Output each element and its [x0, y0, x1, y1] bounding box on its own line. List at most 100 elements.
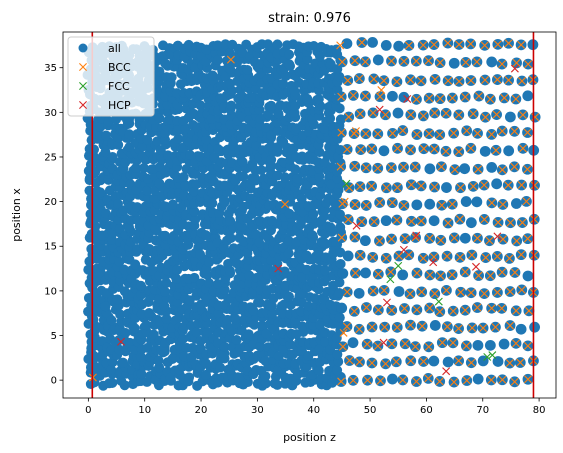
- point-bcc: [473, 303, 482, 312]
- point-all: [209, 152, 220, 163]
- point-bcc: [375, 198, 384, 207]
- point-all: [266, 100, 277, 111]
- point-all: [283, 236, 294, 247]
- point-bcc: [504, 76, 513, 85]
- point-all: [224, 265, 235, 276]
- point-bcc: [406, 356, 415, 365]
- series-fcc-layer: [342, 179, 497, 361]
- point-all: [334, 312, 345, 323]
- plot-frame: [62, 31, 557, 399]
- point-bcc: [411, 233, 420, 242]
- point-all: [522, 90, 534, 102]
- point-bcc: [380, 286, 389, 295]
- point-all: [332, 349, 343, 360]
- point-all: [283, 248, 294, 259]
- point-bcc: [517, 285, 526, 294]
- point-bcc: [361, 57, 370, 66]
- point-all: [219, 284, 230, 295]
- point-all: [314, 171, 325, 182]
- point-all: [161, 313, 172, 324]
- point-all: [522, 270, 534, 282]
- point-bcc: [343, 76, 352, 85]
- point-all: [231, 335, 242, 346]
- point-hcp: [274, 264, 283, 273]
- point-bcc: [374, 270, 383, 279]
- point-bcc: [517, 40, 526, 49]
- point-all: [504, 111, 516, 123]
- point-bcc: [337, 377, 346, 386]
- point-all: [249, 319, 260, 330]
- point-bcc: [481, 253, 490, 262]
- point-all: [335, 222, 346, 233]
- point-all: [219, 180, 230, 191]
- point-bcc: [363, 376, 372, 385]
- point-all: [167, 199, 178, 210]
- point-bcc: [406, 145, 415, 154]
- point-all: [448, 57, 460, 69]
- point-bcc: [425, 129, 434, 138]
- point-bcc: [454, 110, 463, 119]
- point-bcc: [466, 39, 475, 48]
- point-bcc: [493, 252, 502, 261]
- point-bcc: [339, 328, 348, 337]
- point-all: [314, 147, 325, 158]
- point-all: [372, 54, 384, 66]
- point-all: [272, 379, 283, 390]
- point-bcc: [336, 41, 345, 50]
- point-bcc: [356, 145, 365, 154]
- point-bcc: [504, 39, 513, 48]
- point-bcc: [480, 289, 489, 298]
- point-all: [263, 39, 274, 50]
- point-bcc: [382, 254, 391, 263]
- point-bcc: [487, 198, 496, 207]
- point-bcc: [455, 40, 464, 49]
- point-fcc: [342, 179, 351, 188]
- point-bcc: [510, 377, 519, 386]
- point-all: [257, 320, 268, 331]
- point-all: [332, 365, 343, 376]
- point-bcc: [504, 181, 513, 190]
- point-all: [160, 286, 171, 297]
- point-bcc: [382, 183, 391, 192]
- point-hcp: [382, 298, 391, 307]
- point-bcc: [437, 201, 446, 210]
- point-bcc: [467, 358, 476, 367]
- point-all: [178, 322, 189, 333]
- legend-label-hcp: HCP: [108, 99, 131, 112]
- point-all: [503, 145, 515, 157]
- point-all: [307, 230, 318, 241]
- point-all: [310, 293, 321, 304]
- point-hcp: [375, 105, 384, 114]
- point-bcc: [456, 253, 465, 262]
- point-all: [397, 269, 409, 281]
- point-all: [428, 355, 440, 367]
- point-bcc: [388, 129, 397, 138]
- point-all: [119, 380, 130, 391]
- point-bcc: [473, 234, 482, 243]
- point-all: [459, 232, 471, 244]
- point-hcp: [117, 337, 126, 346]
- point-all: [319, 336, 330, 347]
- point-bcc: [399, 201, 408, 210]
- point-bcc: [355, 325, 364, 334]
- point-bcc: [401, 339, 410, 348]
- x-tick-label: 0: [85, 405, 91, 416]
- point-all: [296, 193, 307, 204]
- point-bcc: [523, 128, 532, 137]
- point-all: [278, 78, 289, 89]
- point-all: [160, 201, 171, 212]
- y-axis-label: position x: [10, 188, 23, 242]
- point-all: [154, 178, 165, 189]
- point-all: [267, 215, 278, 226]
- point-bcc: [393, 144, 402, 153]
- point-bcc: [448, 338, 457, 347]
- point-bcc: [494, 218, 503, 227]
- point-bcc: [430, 183, 439, 191]
- y-tick-label: 20: [44, 197, 57, 208]
- point-all: [290, 164, 301, 175]
- point-all: [441, 182, 452, 193]
- point-bcc: [406, 321, 415, 330]
- point-all: [218, 195, 229, 206]
- point-all: [320, 265, 331, 276]
- point-all: [315, 319, 326, 330]
